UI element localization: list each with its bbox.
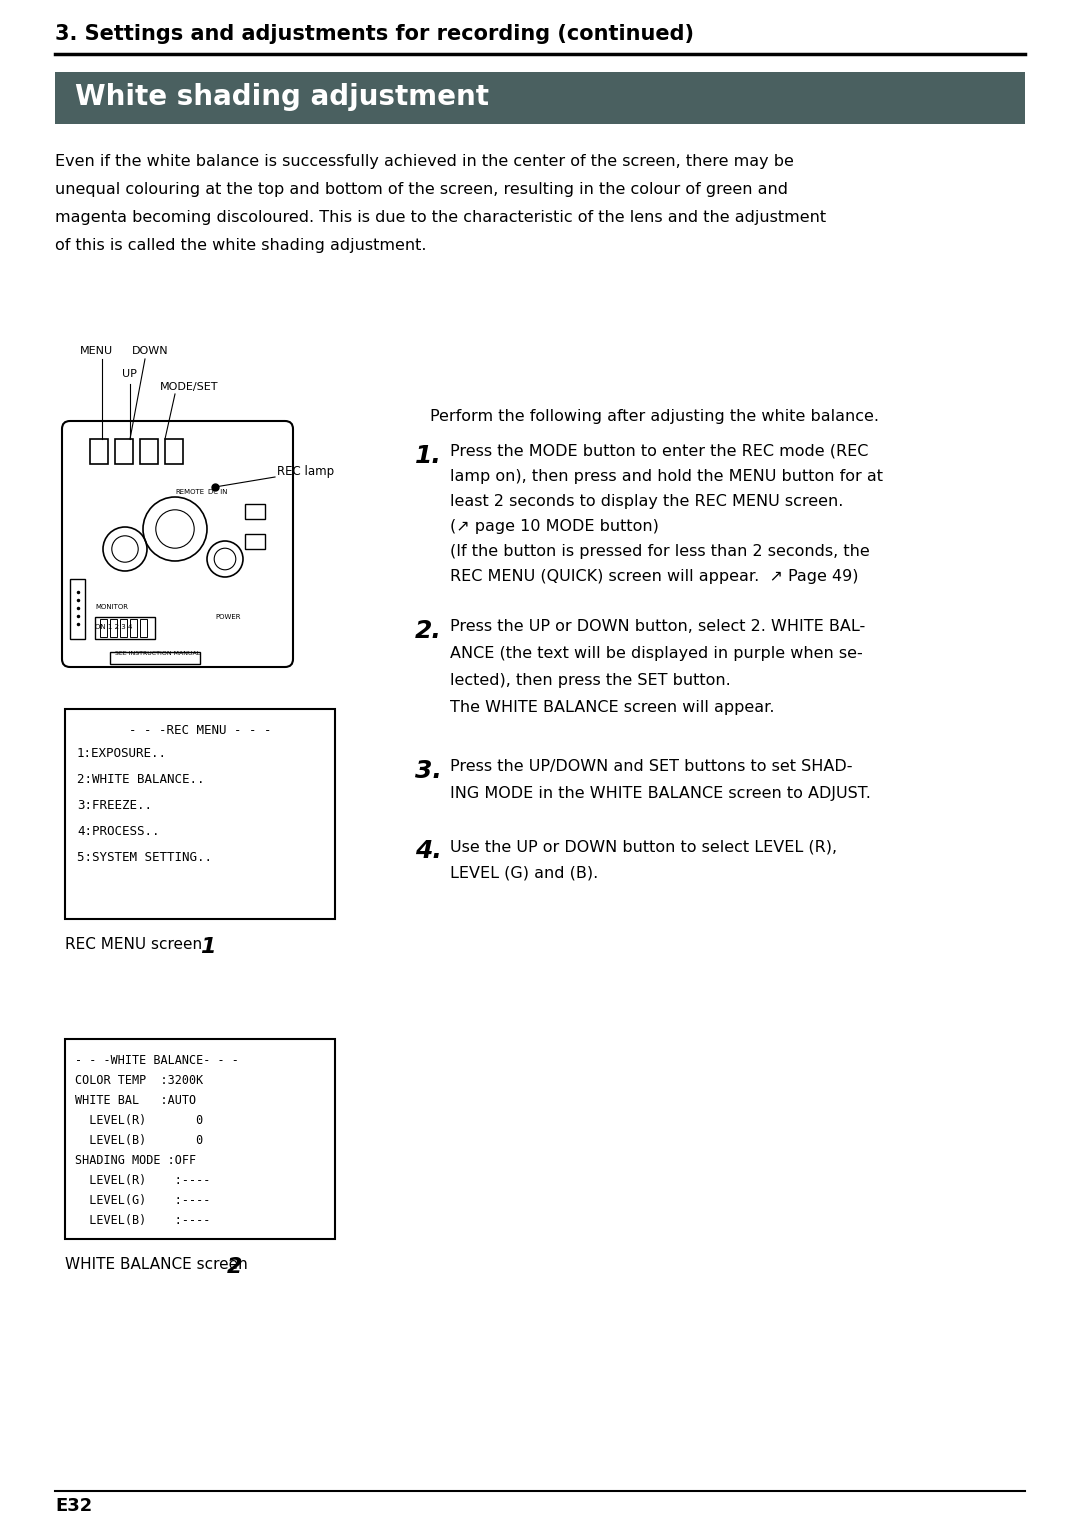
Text: 3. Settings and adjustments for recording (continued): 3. Settings and adjustments for recordin… xyxy=(55,24,694,44)
Text: Press the MODE button to enter the REC mode (REC: Press the MODE button to enter the REC m… xyxy=(450,443,868,459)
Bar xyxy=(140,439,158,463)
Bar xyxy=(110,651,200,664)
Text: REC MENU (QUICK) screen will appear.  ↗ Page 49): REC MENU (QUICK) screen will appear. ↗ P… xyxy=(450,569,859,584)
Bar xyxy=(165,439,183,463)
Text: 3:FREEZE..: 3:FREEZE.. xyxy=(77,800,152,812)
Bar xyxy=(95,618,156,639)
Text: of this is called the white shading adjustment.: of this is called the white shading adju… xyxy=(55,239,427,252)
Text: DC IN: DC IN xyxy=(208,489,228,495)
Bar xyxy=(140,619,147,638)
Text: E32: E32 xyxy=(55,1497,92,1515)
Text: LEVEL(B)    :----: LEVEL(B) :---- xyxy=(75,1214,211,1226)
Bar xyxy=(110,619,117,638)
Text: 2:WHITE BALANCE..: 2:WHITE BALANCE.. xyxy=(77,774,204,786)
Text: lected), then press the SET button.: lected), then press the SET button. xyxy=(450,673,731,688)
Text: Press the UP or DOWN button, select 2. WHITE BAL-: Press the UP or DOWN button, select 2. W… xyxy=(450,619,865,635)
Text: ON 1 2 3 4: ON 1 2 3 4 xyxy=(95,624,133,630)
Bar xyxy=(245,534,265,549)
Text: SHADING MODE :OFF: SHADING MODE :OFF xyxy=(75,1154,197,1167)
Text: SEE INSTRUCTION MANUAL: SEE INSTRUCTION MANUAL xyxy=(114,651,200,656)
Bar xyxy=(100,619,107,638)
Text: (If the button is pressed for less than 2 seconds, the: (If the button is pressed for less than … xyxy=(450,544,869,560)
Text: unequal colouring at the top and bottom of the screen, resulting in the colour o: unequal colouring at the top and bottom … xyxy=(55,182,788,197)
Text: 4:PROCESS..: 4:PROCESS.. xyxy=(77,826,160,838)
Text: REC lamp: REC lamp xyxy=(276,465,334,479)
Text: LEVEL(R)    :----: LEVEL(R) :---- xyxy=(75,1174,211,1187)
Text: 5:SYSTEM SETTING..: 5:SYSTEM SETTING.. xyxy=(77,852,212,864)
Text: Press the UP/DOWN and SET buttons to set SHAD-: Press the UP/DOWN and SET buttons to set… xyxy=(450,758,852,774)
Text: least 2 seconds to display the REC MENU screen.: least 2 seconds to display the REC MENU … xyxy=(450,494,843,509)
Text: - - -REC MENU - - -: - - -REC MENU - - - xyxy=(129,725,271,737)
Text: ING MODE in the WHITE BALANCE screen to ADJUST.: ING MODE in the WHITE BALANCE screen to … xyxy=(450,786,870,801)
Text: LEVEL(B)       0: LEVEL(B) 0 xyxy=(75,1135,203,1147)
Text: - - -WHITE BALANCE- - -: - - -WHITE BALANCE- - - xyxy=(75,1053,239,1067)
Bar xyxy=(120,619,127,638)
Text: White shading adjustment: White shading adjustment xyxy=(75,83,489,112)
Text: WHITE BAL   :AUTO: WHITE BAL :AUTO xyxy=(75,1095,197,1107)
Text: REMOTE: REMOTE xyxy=(175,489,204,495)
Text: 2: 2 xyxy=(227,1257,243,1277)
Text: COLOR TEMP  :3200K: COLOR TEMP :3200K xyxy=(75,1073,203,1087)
Text: LEVEL (G) and (B).: LEVEL (G) and (B). xyxy=(450,865,598,881)
Text: 3.: 3. xyxy=(415,758,442,783)
Bar xyxy=(65,1040,335,1238)
Text: WHITE BALANCE screen: WHITE BALANCE screen xyxy=(65,1257,253,1272)
Text: magenta becoming discoloured. This is due to the characteristic of the lens and : magenta becoming discoloured. This is du… xyxy=(55,209,826,225)
Bar xyxy=(90,439,108,463)
Bar xyxy=(130,619,137,638)
Text: MENU: MENU xyxy=(80,346,113,356)
Text: UP: UP xyxy=(122,368,137,379)
Bar xyxy=(65,709,335,919)
Text: LEVEL(G)    :----: LEVEL(G) :---- xyxy=(75,1194,211,1206)
Text: Perform the following after adjusting the white balance.: Perform the following after adjusting th… xyxy=(430,408,879,424)
Text: Use the UP or DOWN button to select LEVEL (R),: Use the UP or DOWN button to select LEVE… xyxy=(450,839,837,855)
Text: MODE/SET: MODE/SET xyxy=(160,382,218,391)
Bar xyxy=(114,439,133,463)
Text: LEVEL(R)       0: LEVEL(R) 0 xyxy=(75,1115,203,1127)
Text: ANCE (the text will be displayed in purple when se-: ANCE (the text will be displayed in purp… xyxy=(450,645,863,661)
Bar xyxy=(55,72,1025,124)
Text: 4.: 4. xyxy=(415,839,442,862)
Bar xyxy=(245,505,265,518)
Text: (↗ page 10 MODE button): (↗ page 10 MODE button) xyxy=(450,518,659,534)
Text: The WHITE BALANCE screen will appear.: The WHITE BALANCE screen will appear. xyxy=(450,700,774,716)
FancyBboxPatch shape xyxy=(62,420,293,667)
Text: 2.: 2. xyxy=(415,619,442,644)
Text: 1.: 1. xyxy=(415,443,442,468)
Text: MONITOR: MONITOR xyxy=(95,604,129,610)
Text: Even if the white balance is successfully achieved in the center of the screen, : Even if the white balance is successfull… xyxy=(55,154,794,170)
Text: lamp on), then press and hold the MENU button for at: lamp on), then press and hold the MENU b… xyxy=(450,469,883,485)
Bar xyxy=(70,579,85,639)
Text: DOWN: DOWN xyxy=(132,346,168,356)
Text: POWER: POWER xyxy=(215,615,241,619)
Text: 1:EXPOSURE..: 1:EXPOSURE.. xyxy=(77,748,167,760)
Text: 1: 1 xyxy=(200,937,216,957)
Text: REC MENU screen: REC MENU screen xyxy=(65,937,207,953)
